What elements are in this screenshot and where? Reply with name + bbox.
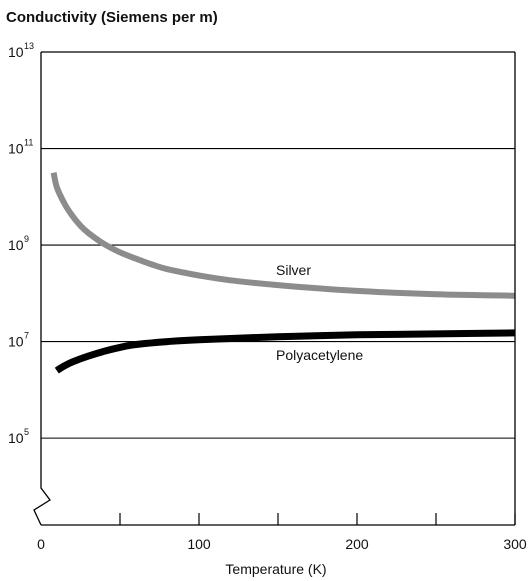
y-tick-base: 10 — [8, 44, 24, 60]
series-layer — [50, 171, 516, 374]
y-tick-base: 10 — [8, 237, 24, 253]
y-tick-exponent: 11 — [24, 138, 33, 148]
y-tick-base: 10 — [8, 141, 24, 157]
x-tick-label-100: 100 — [187, 536, 211, 552]
y-axis-line-with-break — [33, 52, 51, 526]
gridlines — [41, 147, 515, 439]
y-tick-label-1e5: 10 5 — [8, 427, 29, 446]
series-line-silver — [50, 171, 516, 299]
y-tick-label-1e11: 10 11 — [8, 138, 33, 157]
y-tick-exponent: 9 — [24, 234, 29, 244]
y-tick-exponent: 13 — [24, 41, 34, 51]
x-axis-label: Temperature (K) — [225, 561, 326, 577]
y-tick-label-1e7: 10 7 — [8, 331, 29, 350]
series-line-polyacetylene — [54, 329, 516, 374]
y-tick-label-1e13: 10 13 — [8, 41, 34, 60]
x-tick-label-0: 0 — [37, 536, 45, 552]
series-label-polyacetylene: Polyacetylene — [276, 347, 363, 363]
chart-title: Conductivity (Siemens per m) — [6, 9, 218, 26]
y-tick-exponent: 5 — [24, 427, 29, 437]
x-tick-label-300: 300 — [503, 536, 527, 552]
x-ticks: 0 100 200 300 — [37, 513, 527, 552]
x-tick-label-200: 200 — [345, 536, 369, 552]
y-tick-base: 10 — [8, 334, 24, 350]
y-tick-exponent: 7 — [24, 331, 29, 341]
series-label-silver: Silver — [276, 262, 311, 278]
y-tick-label-1e9: 10 9 — [8, 234, 29, 253]
y-tick-base: 10 — [8, 430, 24, 446]
